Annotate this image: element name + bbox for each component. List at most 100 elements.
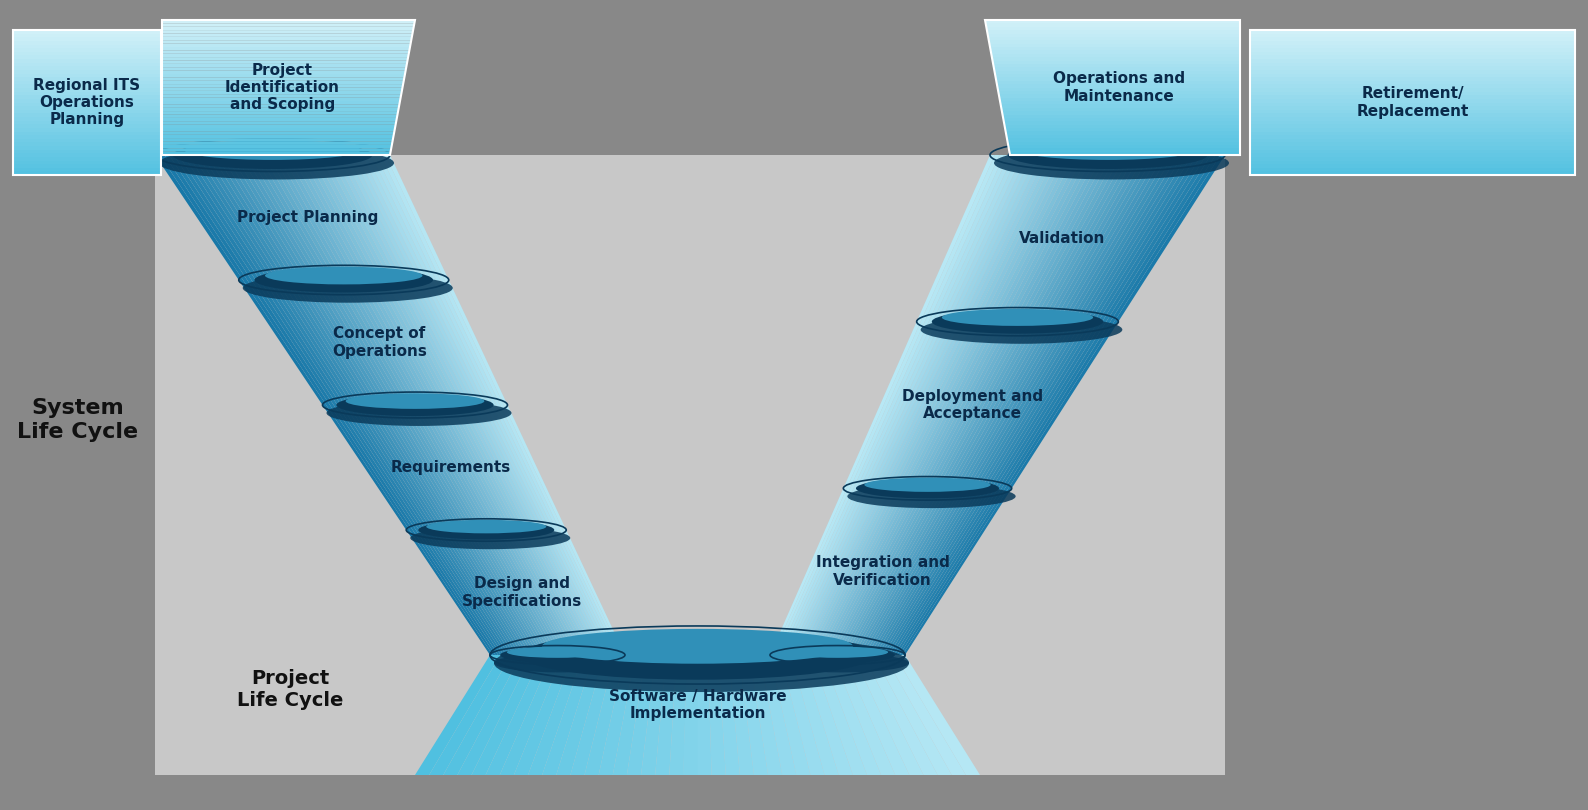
Polygon shape (781, 155, 1013, 655)
Polygon shape (1250, 30, 1575, 34)
Polygon shape (372, 155, 616, 655)
Polygon shape (992, 61, 1240, 64)
Polygon shape (162, 142, 392, 145)
Polygon shape (1005, 131, 1240, 134)
Polygon shape (985, 20, 1240, 23)
Polygon shape (527, 655, 583, 775)
Polygon shape (999, 91, 1240, 94)
Polygon shape (832, 655, 896, 775)
Ellipse shape (921, 316, 1123, 343)
Ellipse shape (159, 147, 394, 180)
Polygon shape (856, 155, 1145, 655)
Polygon shape (162, 44, 411, 47)
Polygon shape (862, 155, 1154, 655)
Polygon shape (800, 155, 1046, 655)
Text: Operations and
Maintenance: Operations and Maintenance (1053, 71, 1185, 104)
Polygon shape (367, 155, 615, 655)
Polygon shape (988, 37, 1240, 40)
Polygon shape (206, 155, 522, 655)
Polygon shape (1250, 160, 1575, 164)
Polygon shape (343, 155, 600, 655)
Ellipse shape (994, 147, 1229, 180)
Polygon shape (886, 155, 1197, 655)
Polygon shape (13, 172, 160, 175)
Ellipse shape (780, 647, 896, 663)
Polygon shape (1250, 92, 1575, 96)
Polygon shape (996, 74, 1240, 78)
Polygon shape (235, 155, 538, 655)
Bar (156, 155, 1224, 775)
Text: Retirement/
Replacement: Retirement/ Replacement (1356, 87, 1469, 119)
Polygon shape (13, 55, 160, 59)
Polygon shape (881, 155, 1188, 655)
Polygon shape (1250, 81, 1575, 84)
Polygon shape (859, 155, 1150, 655)
Polygon shape (786, 155, 1023, 655)
Polygon shape (1250, 157, 1575, 160)
Polygon shape (13, 109, 160, 113)
Text: Deployment and
Acceptance: Deployment and Acceptance (902, 389, 1043, 421)
Polygon shape (249, 155, 546, 655)
Polygon shape (780, 655, 824, 775)
Polygon shape (162, 131, 394, 134)
Polygon shape (1250, 150, 1575, 153)
Polygon shape (162, 84, 403, 87)
Polygon shape (13, 30, 160, 34)
Polygon shape (162, 33, 413, 37)
Polygon shape (994, 67, 1240, 70)
Polygon shape (13, 168, 160, 172)
Ellipse shape (254, 267, 434, 292)
Polygon shape (873, 655, 951, 775)
Polygon shape (889, 155, 1202, 655)
Polygon shape (13, 70, 160, 74)
Text: Validation: Validation (1019, 231, 1105, 245)
Polygon shape (283, 155, 565, 655)
Polygon shape (988, 33, 1240, 37)
Polygon shape (1250, 124, 1575, 128)
Polygon shape (240, 155, 542, 655)
Polygon shape (162, 20, 414, 23)
Polygon shape (656, 655, 676, 775)
Polygon shape (845, 155, 1126, 655)
Polygon shape (13, 160, 160, 164)
Polygon shape (300, 155, 576, 655)
Polygon shape (683, 655, 697, 775)
Polygon shape (556, 655, 603, 775)
Polygon shape (162, 139, 394, 142)
Polygon shape (1250, 74, 1575, 77)
Text: Integration and
Verification: Integration and Verification (816, 556, 950, 588)
Polygon shape (1000, 104, 1240, 108)
Polygon shape (160, 155, 495, 655)
Polygon shape (216, 155, 527, 655)
Polygon shape (162, 23, 414, 27)
Polygon shape (808, 155, 1061, 655)
Polygon shape (1250, 34, 1575, 37)
Polygon shape (802, 655, 853, 775)
Polygon shape (162, 37, 411, 40)
Polygon shape (997, 84, 1240, 87)
Polygon shape (997, 87, 1240, 91)
Polygon shape (1007, 142, 1240, 145)
Polygon shape (989, 47, 1240, 50)
Polygon shape (13, 77, 160, 81)
Polygon shape (13, 40, 160, 45)
Polygon shape (162, 104, 399, 108)
Polygon shape (443, 655, 521, 775)
Polygon shape (1004, 125, 1240, 128)
Polygon shape (178, 155, 507, 655)
Polygon shape (996, 81, 1240, 84)
Ellipse shape (346, 394, 484, 409)
Polygon shape (791, 155, 1032, 655)
Polygon shape (13, 81, 160, 84)
Polygon shape (1000, 101, 1240, 104)
Polygon shape (1250, 52, 1575, 55)
Polygon shape (162, 91, 402, 94)
Polygon shape (162, 78, 405, 81)
Polygon shape (314, 155, 584, 655)
Polygon shape (883, 155, 1193, 655)
Polygon shape (805, 155, 1056, 655)
Polygon shape (991, 53, 1240, 58)
Polygon shape (729, 655, 754, 775)
Polygon shape (162, 94, 402, 98)
Polygon shape (1250, 45, 1575, 48)
